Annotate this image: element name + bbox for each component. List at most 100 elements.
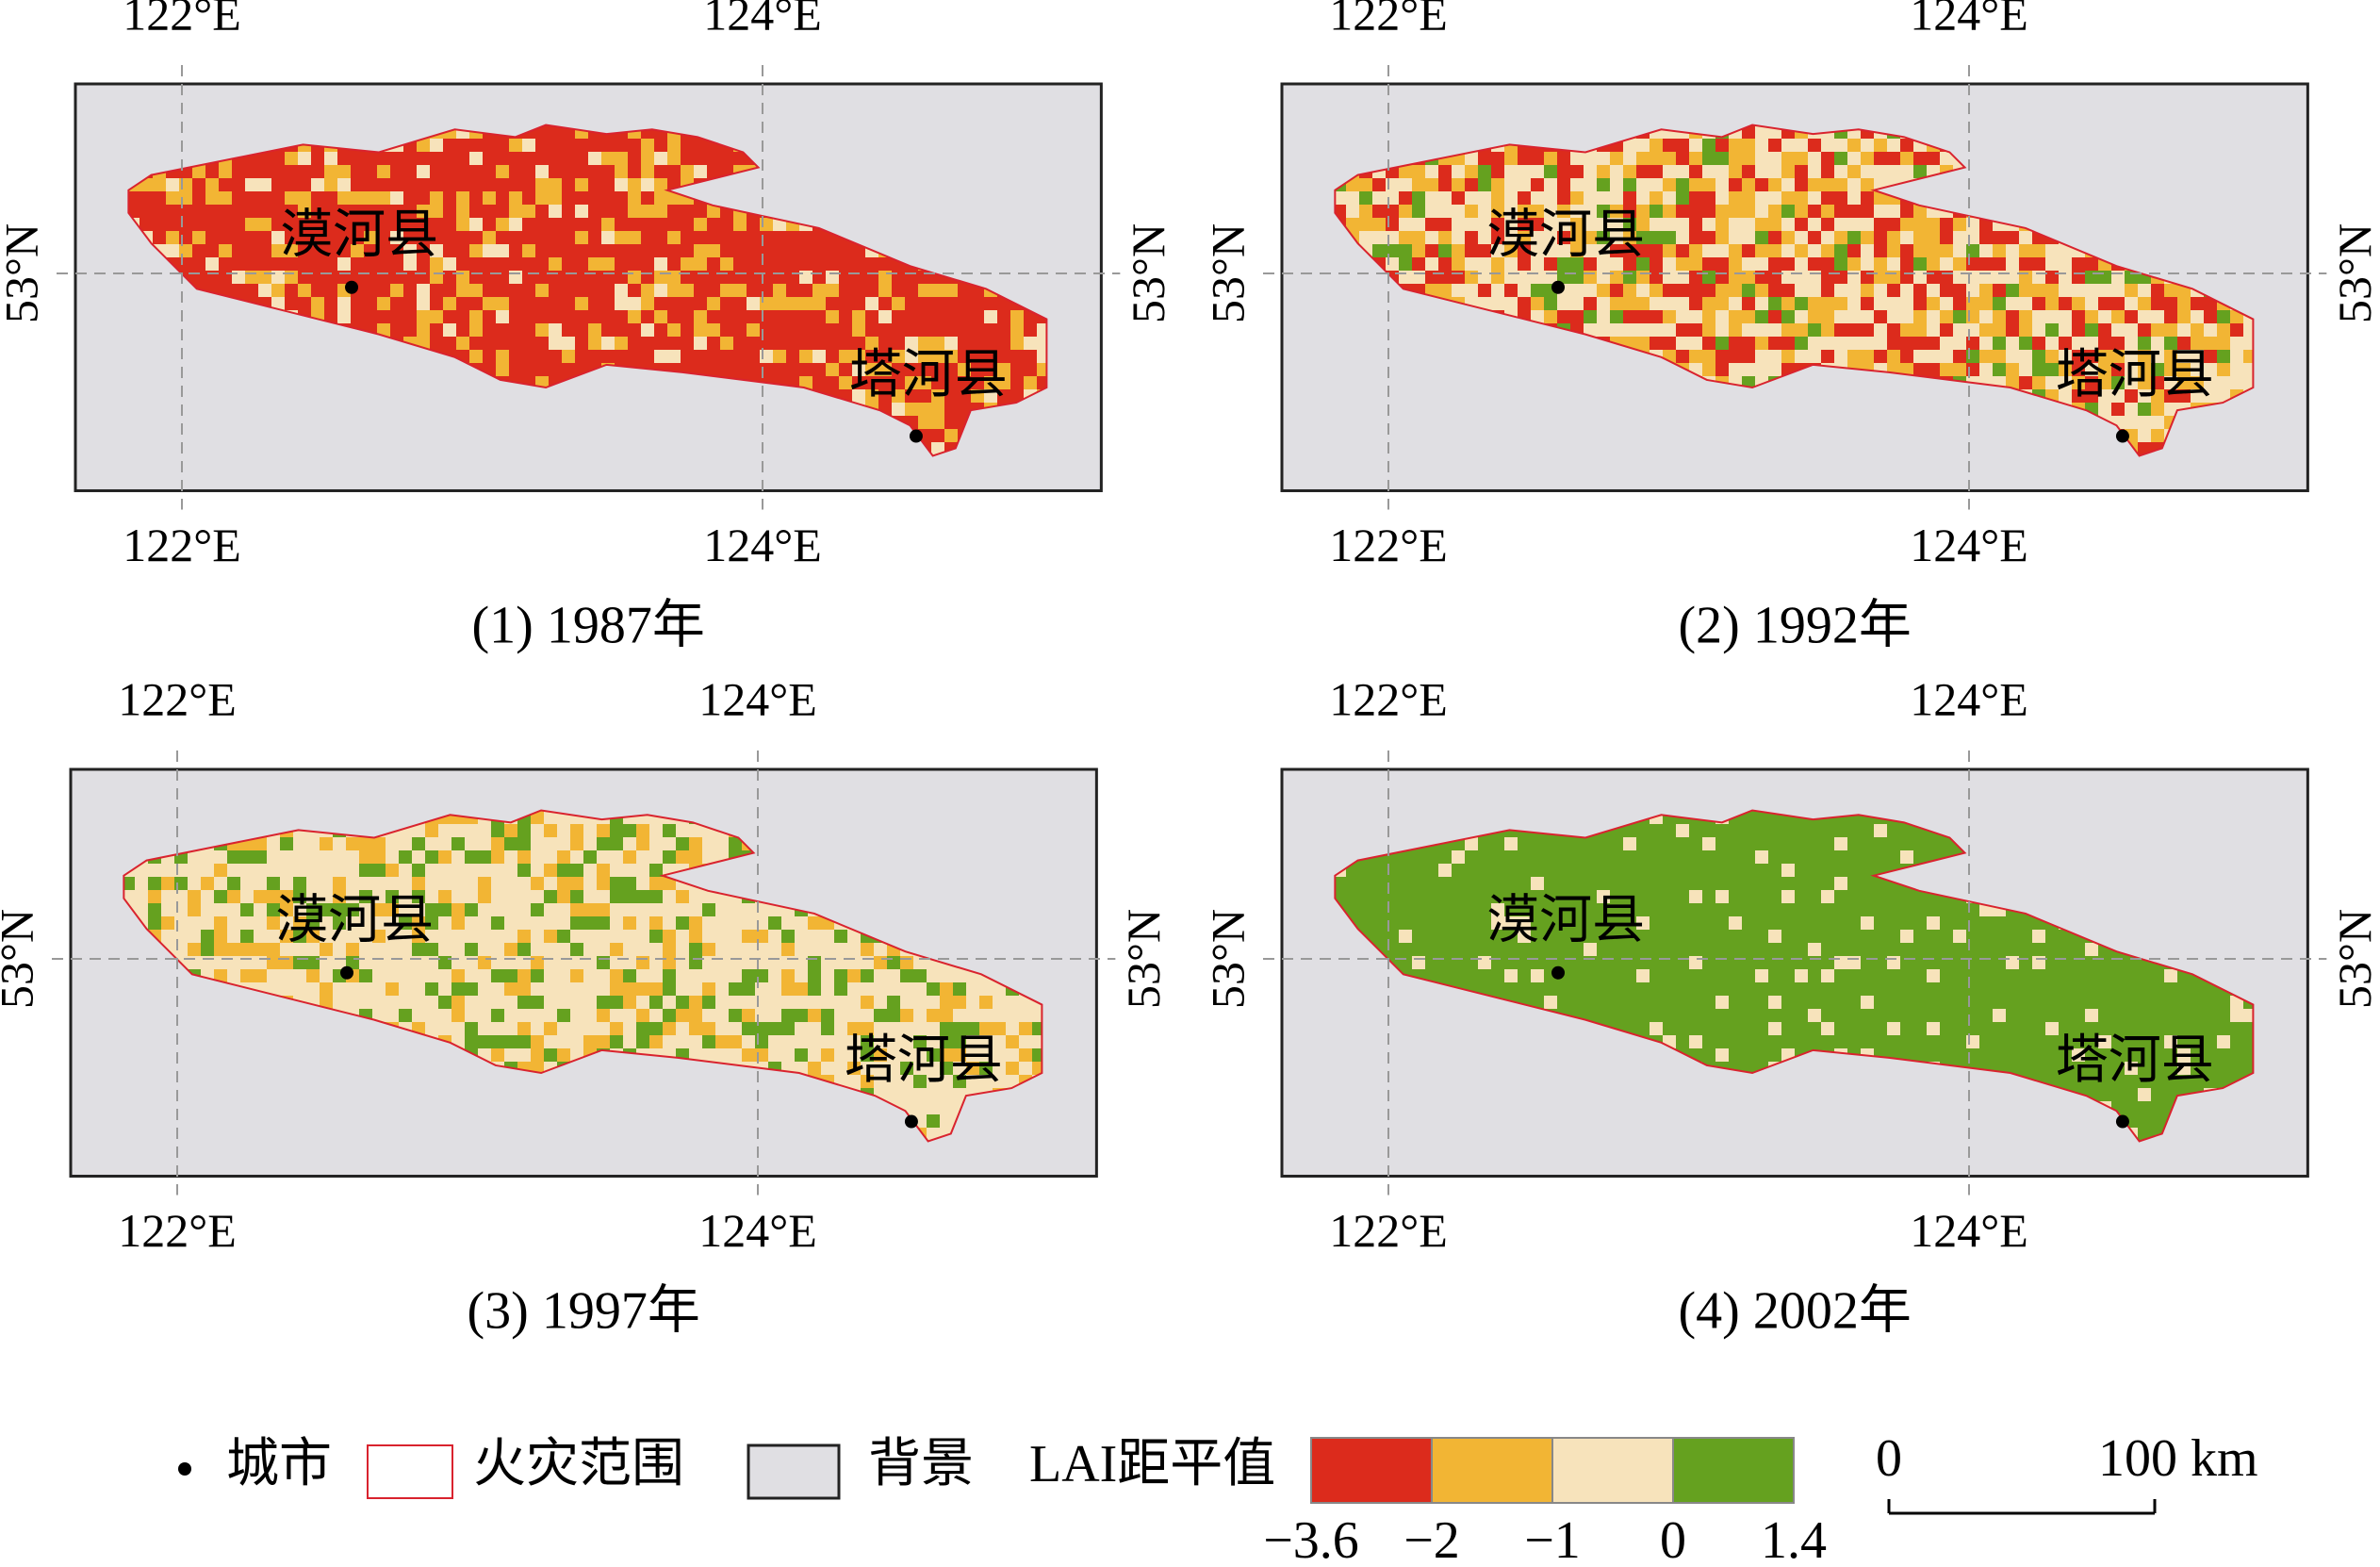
raster-cell — [1927, 323, 1941, 338]
raster-cell — [478, 969, 492, 983]
raster-cell — [597, 890, 611, 904]
raster-cell — [1412, 257, 1426, 272]
raster-cell — [2085, 350, 2099, 364]
raster-cell — [254, 943, 268, 957]
raster-cell — [707, 165, 721, 179]
raster-cell — [2204, 389, 2218, 404]
raster-cell — [2138, 389, 2152, 404]
raster-cell — [2006, 244, 2020, 258]
raster-cell — [390, 218, 404, 232]
raster-cell — [2111, 337, 2126, 351]
raster-cell — [1504, 284, 1518, 298]
raster-cell — [1834, 257, 1848, 272]
raster-cell — [641, 350, 655, 364]
raster-cell — [649, 903, 664, 917]
raster-cell — [2191, 337, 2205, 351]
raster-cell — [496, 205, 510, 219]
raster-cell — [681, 310, 695, 324]
raster-cell — [293, 903, 307, 917]
raster-cell — [694, 205, 708, 219]
raster-cell — [636, 837, 650, 851]
raster-cell — [412, 943, 426, 957]
raster-cell — [1623, 244, 1637, 258]
raster-cell — [1531, 165, 1545, 179]
raster-cell — [958, 376, 972, 390]
raster-cell — [707, 231, 721, 245]
raster-cell — [2019, 323, 2033, 338]
raster-cell — [2059, 310, 2073, 324]
raster-cell — [636, 850, 650, 865]
raster-cell — [1861, 310, 1875, 324]
raster-cell — [702, 943, 716, 957]
raster-cell — [747, 297, 761, 311]
raster-cell — [346, 930, 360, 944]
raster-cell — [205, 191, 220, 206]
raster-cell — [456, 178, 470, 192]
raster-cell — [188, 930, 202, 944]
raster-cell — [1584, 231, 1598, 245]
raster-cell — [1742, 205, 1756, 219]
raster-cell — [1597, 191, 1611, 206]
raster-cell — [1874, 323, 1888, 338]
raster-cell — [1768, 152, 1782, 166]
raster-cell — [826, 350, 840, 364]
raster-cell — [364, 205, 378, 219]
raster-cell — [509, 231, 523, 245]
raster-cell — [491, 930, 505, 944]
raster-cell — [258, 178, 272, 192]
raster-cell — [504, 837, 518, 851]
raster-cell — [1412, 178, 1426, 192]
raster-cell — [412, 877, 426, 891]
raster-cell — [2138, 323, 2152, 338]
raster-cell — [812, 231, 827, 245]
raster-cell — [667, 244, 681, 258]
raster-cell — [1544, 152, 1558, 166]
raster-cell — [562, 205, 576, 219]
raster-cell — [456, 337, 470, 351]
raster-cell — [201, 864, 215, 878]
raster-cell — [1623, 191, 1637, 206]
raster-cell — [531, 811, 545, 825]
raster-cell — [544, 916, 558, 931]
raster-cell — [412, 850, 426, 865]
raster-cell — [425, 890, 439, 904]
raster-cell — [443, 257, 457, 272]
raster-cell — [575, 323, 589, 338]
raster-cell — [1702, 310, 1716, 324]
raster-cell — [386, 930, 400, 944]
raster-cell — [1491, 178, 1505, 192]
raster-cell — [892, 350, 906, 364]
raster-cell — [240, 903, 254, 917]
raster-cell — [469, 231, 484, 245]
raster-cell — [1010, 363, 1025, 377]
raster-cell — [517, 837, 532, 851]
raster-cell — [549, 310, 563, 324]
raster-cell — [1372, 191, 1387, 206]
raster-cell — [2138, 429, 2152, 443]
raster-cell — [469, 165, 484, 179]
raster-cell — [1927, 310, 1941, 324]
raster-cell — [2006, 363, 2020, 377]
raster-cell — [1874, 191, 1888, 206]
raster-cell — [324, 244, 338, 258]
raster-cell — [615, 152, 629, 166]
raster-cell — [905, 389, 919, 404]
raster-cell — [918, 323, 932, 338]
raster-cell — [1702, 244, 1716, 258]
lon-label: 124°E — [1910, 0, 2028, 40]
raster-cell — [188, 903, 202, 917]
raster-cell — [918, 337, 932, 351]
raster-cell — [2164, 363, 2178, 377]
raster-cell — [597, 837, 611, 851]
raster-cell — [1795, 297, 1809, 311]
raster-cell — [663, 877, 677, 891]
raster-cell — [293, 837, 307, 851]
raster-cell — [1544, 165, 1558, 179]
raster-cell — [1729, 350, 1743, 364]
raster-cell — [509, 363, 523, 377]
raster-cell — [865, 350, 879, 364]
raster-cell — [562, 165, 576, 179]
raster-cell — [1676, 205, 1690, 219]
raster-cell — [267, 890, 281, 904]
raster-cell — [654, 257, 668, 272]
